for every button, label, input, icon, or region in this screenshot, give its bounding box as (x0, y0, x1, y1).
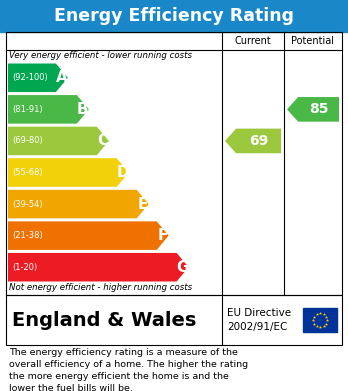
Text: G: G (176, 260, 189, 275)
Text: C: C (97, 133, 108, 149)
Text: D: D (117, 165, 129, 180)
Text: EU Directive
2002/91/EC: EU Directive 2002/91/EC (227, 308, 291, 332)
Polygon shape (8, 190, 149, 218)
Polygon shape (8, 127, 109, 155)
Text: Energy Efficiency Rating: Energy Efficiency Rating (54, 7, 294, 25)
Text: Current: Current (235, 36, 271, 46)
Polygon shape (8, 158, 129, 187)
Text: (39-54): (39-54) (12, 199, 42, 208)
Text: (69-80): (69-80) (12, 136, 43, 145)
Polygon shape (8, 253, 189, 282)
Text: (55-68): (55-68) (12, 168, 43, 177)
Text: The energy efficiency rating is a measure of the
overall efficiency of a home. T: The energy efficiency rating is a measur… (9, 348, 248, 391)
Bar (303, 308, 337, 332)
Polygon shape (8, 95, 89, 124)
Text: 85: 85 (309, 102, 328, 117)
Bar (6, 295, 342, 345)
Text: F: F (157, 228, 168, 243)
Polygon shape (287, 97, 339, 122)
Bar (6, 32, 342, 295)
Text: A: A (56, 70, 68, 85)
Bar (0, 0, 348, 32)
Text: (1-20): (1-20) (12, 263, 37, 272)
Text: 69: 69 (249, 134, 268, 148)
Text: Very energy efficient - lower running costs: Very energy efficient - lower running co… (9, 51, 192, 60)
Polygon shape (8, 221, 169, 250)
Polygon shape (225, 129, 281, 153)
Text: Potential: Potential (292, 36, 334, 46)
Text: Not energy efficient - higher running costs: Not energy efficient - higher running co… (9, 283, 192, 292)
Polygon shape (8, 63, 68, 92)
Text: (81-91): (81-91) (12, 105, 42, 114)
Text: (21-38): (21-38) (12, 231, 43, 240)
Text: England & Wales: England & Wales (12, 310, 196, 330)
Text: E: E (137, 197, 148, 212)
Text: B: B (77, 102, 89, 117)
Text: (92-100): (92-100) (12, 73, 48, 82)
